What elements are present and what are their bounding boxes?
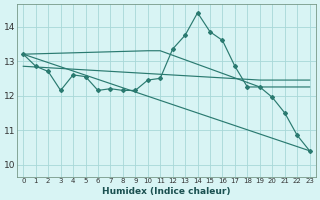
X-axis label: Humidex (Indice chaleur): Humidex (Indice chaleur) [102, 187, 231, 196]
